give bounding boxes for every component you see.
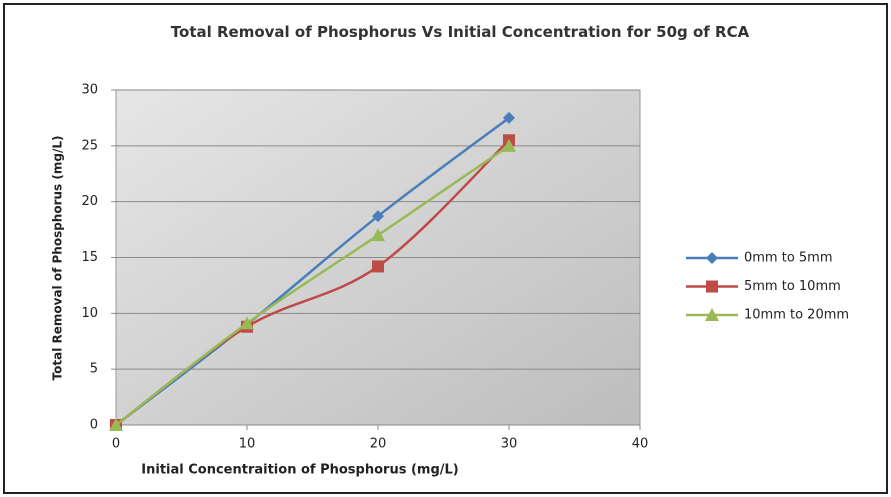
marker [109, 418, 123, 431]
y-tick-label: 30 [81, 83, 98, 98]
y-tick-label: 0 [90, 418, 98, 433]
marker [503, 111, 515, 124]
legend-marker [706, 280, 718, 293]
marker [240, 316, 254, 330]
x-tick-label: 10 [239, 437, 256, 452]
legend-marker [706, 252, 718, 264]
x-tick-label: 30 [501, 437, 518, 452]
y-tick-label: 15 [81, 250, 98, 265]
x-axis-label: Initial Concentraition of Phosphorus (mg… [141, 463, 458, 478]
legend-label: 10mm to 20mm [744, 308, 849, 323]
x-tick-label: 0 [112, 437, 120, 452]
y-axis-label: Total Removal of Phosphorus (mg/L) [51, 136, 65, 381]
series-line [115, 116, 510, 426]
y-tick-label: 10 [81, 306, 98, 321]
y-tick-label: 5 [90, 362, 98, 377]
marker [371, 228, 385, 242]
y-tick-label: 25 [81, 138, 98, 153]
marker [372, 210, 384, 223]
x-tick-label: 20 [370, 437, 387, 452]
legend-label: 5mm to 10mm [744, 279, 841, 294]
marker [372, 260, 384, 273]
legend-marker [705, 308, 719, 321]
series-line [115, 144, 510, 426]
chart-title: Total Removal of Phosphorus Vs Initial C… [170, 23, 750, 41]
legend-label: 0mm to 5mm [744, 251, 833, 266]
y-tick-label: 20 [81, 194, 98, 209]
marker [502, 138, 516, 152]
x-tick-label: 40 [632, 437, 649, 452]
